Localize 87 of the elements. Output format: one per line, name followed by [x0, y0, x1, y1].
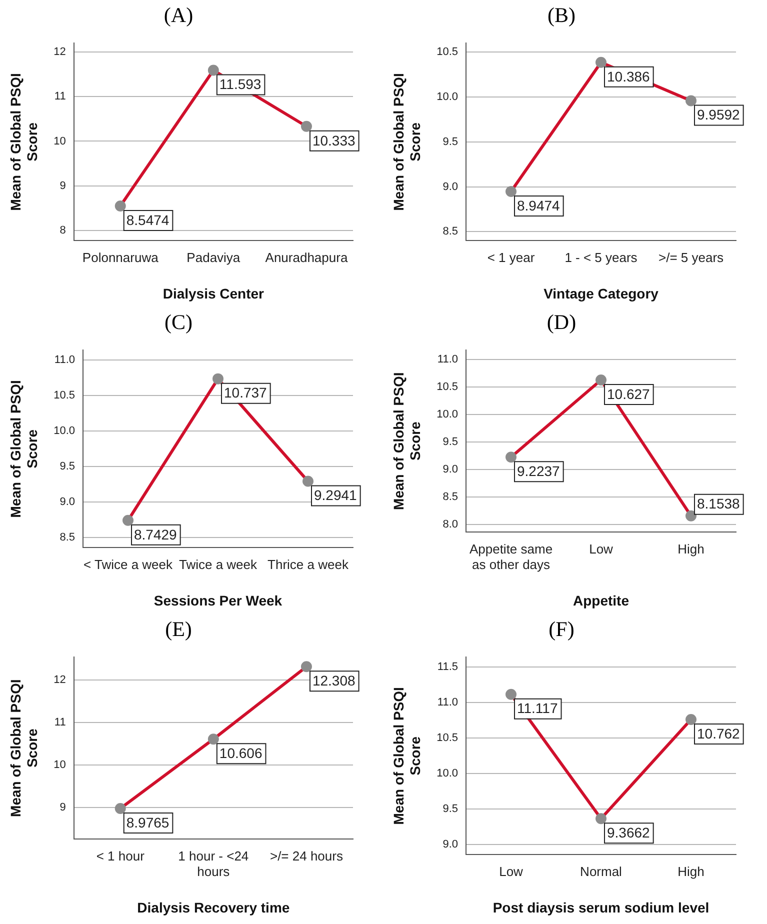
- y-tick-label: 8.0: [442, 518, 458, 530]
- x-tick-label: Padaviya: [186, 250, 241, 265]
- data-label: 12.308: [312, 672, 356, 689]
- data-label: 8.1538: [697, 496, 740, 512]
- x-tick-label: Thrice a week: [268, 556, 349, 572]
- x-tick-label: Low: [589, 541, 614, 556]
- chart-title: (D): [546, 310, 576, 334]
- x-tick-label: Twice a week: [178, 556, 258, 572]
- y-tick-label: 11.5: [437, 661, 458, 674]
- x-tick-label: High: [678, 541, 704, 556]
- y-tick-label: 9.5: [442, 136, 458, 148]
- x-axis-title: Dialysis Center: [162, 285, 265, 302]
- x-tick-label: >/= 5 years: [658, 250, 724, 265]
- data-label: 10.333: [312, 132, 356, 148]
- y-tick-label: 9.0: [60, 496, 76, 508]
- chart-title: (F): [548, 617, 574, 642]
- y-tick-label: 9.0: [442, 838, 458, 851]
- y-tick-label: 10.5: [436, 732, 458, 744]
- data-label: 10.762: [697, 725, 740, 742]
- data-label: 11.593: [219, 76, 262, 92]
- y-tick-label: 8.5: [442, 490, 458, 503]
- x-axis-title: Appetite: [573, 592, 630, 608]
- data-label: 8.9474: [517, 197, 560, 214]
- x-tick-label: Normal: [580, 864, 622, 879]
- x-tick-label: Low: [499, 864, 524, 879]
- x-axis-title: Vintage Category: [544, 285, 659, 302]
- y-tick-label: 10.0: [54, 425, 76, 438]
- x-tick-label: Polonnaruwa: [82, 250, 160, 265]
- y-axis-title: Mean of Global PSQI Score: [390, 372, 424, 510]
- data-label: 10.606: [219, 744, 262, 761]
- data-label: 9.9592: [697, 106, 740, 123]
- y-tick-label: 10.5: [436, 46, 458, 58]
- x-tick-label: >/= 24 hours: [270, 848, 344, 864]
- y-axis-title: Mean of Global PSQI Score: [390, 687, 424, 825]
- data-label: 8.7429: [134, 526, 178, 542]
- data-label: 9.2941: [314, 487, 358, 504]
- x-axis-title: Sessions Per Week: [154, 592, 282, 608]
- y-tick-label: 8: [60, 224, 66, 236]
- y-tick-label: 11: [54, 716, 66, 728]
- x-tick-label: < 1 year: [487, 250, 536, 265]
- y-axis-title: Mean of Global PSQI Score: [7, 380, 40, 518]
- data-label: 9.3662: [607, 824, 650, 841]
- chart-title: (A): [164, 3, 194, 28]
- x-axis-title: Post diaysis serum sodium level: [492, 899, 710, 916]
- y-tick-label: 11.0: [437, 354, 458, 366]
- y-axis-title: Mean of Global PSQI Score: [390, 73, 424, 211]
- y-tick-label: 11.0: [54, 354, 76, 366]
- y-tick-label: 9.0: [442, 180, 458, 193]
- y-tick-label: 9.5: [60, 460, 76, 473]
- y-tick-label: 10.0: [436, 408, 458, 420]
- y-tick-label: 10.0: [436, 91, 458, 104]
- data-label: 11.117: [517, 700, 558, 716]
- y-tick-label: 10.5: [436, 381, 458, 394]
- data-label: 8.9765: [126, 814, 170, 830]
- y-tick-label: 9.5: [442, 436, 458, 448]
- data-label: 10.627: [607, 386, 650, 402]
- data-label: 10.737: [224, 384, 268, 401]
- y-tick-label: 11.0: [437, 696, 458, 709]
- y-tick-label: 12: [54, 46, 66, 58]
- x-tick-label: Anuradhapura: [265, 250, 348, 265]
- y-tick-label: 9.5: [442, 803, 458, 816]
- y-axis-title: Mean of Global PSQI Score: [7, 73, 40, 211]
- y-tick-label: 10: [54, 135, 66, 148]
- x-axis-title: Dialysis Recovery time: [137, 899, 290, 916]
- x-tick-label: < 1 hour: [96, 848, 146, 864]
- x-tick-label: 1 - < 5 years: [564, 250, 638, 265]
- y-tick-label: 9.0: [442, 463, 458, 476]
- y-tick-label: 9: [60, 802, 66, 814]
- y-axis-title: Mean of Global PSQI Score: [7, 679, 40, 817]
- data-label: 9.2237: [517, 462, 560, 479]
- data-label: 10.386: [607, 68, 650, 84]
- y-tick-label: 10.5: [54, 390, 76, 402]
- x-tick-label: 1 hour - <24 hours: [178, 848, 249, 879]
- data-label: 8.5474: [126, 212, 170, 228]
- y-tick-label: 8.5: [60, 532, 76, 544]
- y-tick-label: 10: [54, 758, 66, 771]
- y-tick-label: 12: [54, 674, 66, 686]
- x-tick-label: Appetite same as other days: [469, 541, 553, 572]
- chart-title: (B): [548, 3, 576, 28]
- y-tick-label: 10.0: [436, 768, 458, 780]
- y-tick-label: 9: [60, 180, 66, 192]
- y-tick-label: 8.5: [442, 226, 458, 238]
- chart-title: (C): [164, 310, 192, 334]
- y-tick-label: 11: [54, 90, 66, 103]
- chart-title: (E): [165, 617, 192, 642]
- x-tick-label: High: [678, 864, 704, 879]
- x-tick-label: < Twice a week: [84, 556, 173, 572]
